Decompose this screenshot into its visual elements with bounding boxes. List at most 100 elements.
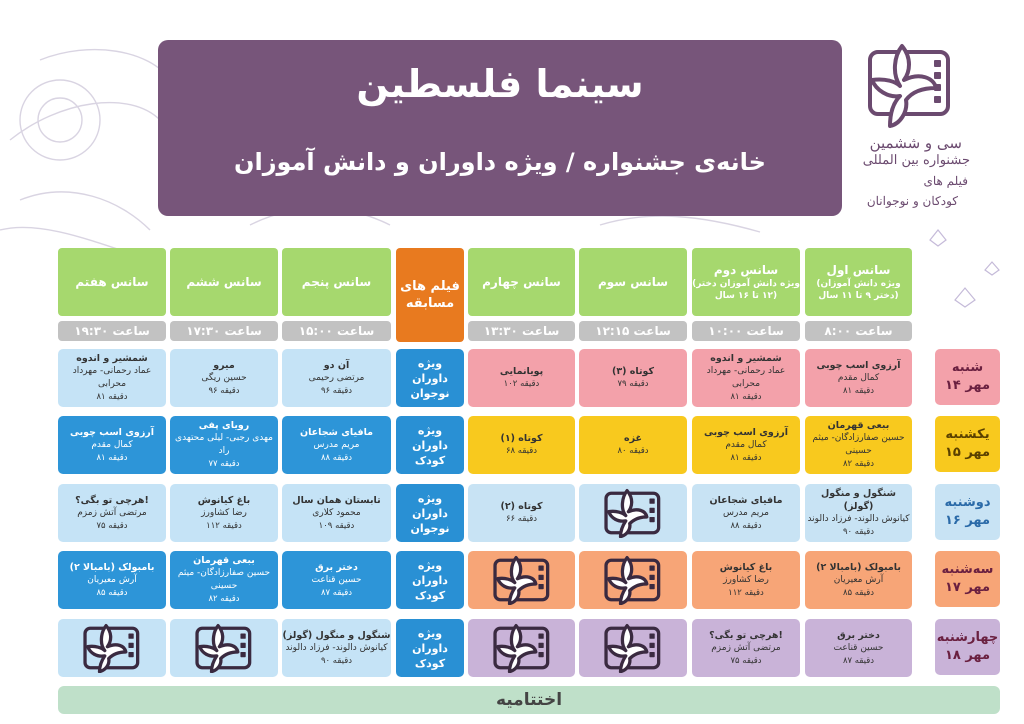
film-director: مریم مدرس [313, 439, 360, 450]
film-cell: آرزوی اسب چوبی کمال مقدم ۸۱ دقیقه [805, 349, 912, 407]
film-cell: پویانمایی ۱۰۲ دقیقه [468, 349, 575, 407]
film-cell: کوتاه (۱) ۶۸ دقیقه [468, 416, 575, 474]
film-title: رویای پفی [198, 420, 250, 431]
film-director: مرتضی رحیمی [308, 372, 365, 383]
film-duration: ۱۰۲ دقیقه [503, 379, 540, 389]
film-title: پویانمایی [499, 366, 544, 377]
film-director: کمال مقدم [837, 372, 880, 383]
film-title: کوتاه (۳) [611, 366, 655, 377]
competition-category: ویژه داوران کودک [396, 551, 464, 609]
film-cell: کوتاه (۲) ۶۶ دقیقه [468, 484, 575, 542]
film-director: کمال مقدم [725, 439, 767, 450]
day-label: شنبه ۱۴ مهر [935, 349, 1000, 405]
film-title: مافیای شجاعان [709, 494, 783, 506]
time-session-2: ساعت ۱۰:۰۰ [692, 321, 800, 341]
film-director: رضا کشاورز [201, 507, 247, 518]
film-title: بامبولک (بامبالا ۲) [69, 561, 155, 573]
film-cell: دختر برق حسین قناعت ۸۷ دقیقه [282, 551, 391, 609]
logo-line-4: کودکان و نوجوانان [866, 194, 958, 208]
film-title: هرچی تو بگی؟! [75, 494, 149, 506]
column-head-session-7: سانس هفتم [58, 248, 166, 316]
film-duration: ۷۵ دقیقه [730, 655, 762, 666]
film-duration: ۱۱۲ دقیقه [728, 587, 764, 598]
film-title: دختر برق [315, 561, 358, 573]
column-head-session-3: سانس سوم [579, 248, 687, 316]
film-duration: ۷۹ دقیقه [617, 379, 649, 389]
time-session-1: ساعت ۸:۰۰ [805, 321, 912, 341]
film-title: شمشیر و اندوه [710, 353, 782, 364]
film-director: رضا کشاورز [723, 574, 769, 585]
empty-slot [468, 619, 575, 677]
film-cell: شمشیر و اندوه عماد رحمانی- مهرداد محرابی ۸… [58, 349, 166, 407]
film-cell: غزه ۸۰ دقیقه [579, 416, 687, 474]
film-director: حسین صفارزادگان- میثم حسینی [177, 568, 271, 591]
film-title: غزه [623, 433, 642, 444]
empty-slot [579, 484, 687, 542]
film-duration: ۸۱ دقیقه [96, 452, 128, 463]
film-flower-icon [868, 44, 950, 128]
film-cell: شنگول و منگول (گولز) کیانوش دالوند- فرزاد… [282, 619, 391, 677]
column-head-session-6: سانس ششم [170, 248, 278, 316]
film-duration: ۷۷ دقیقه [208, 459, 240, 469]
film-cell: مافیای شجاعان مریم مدرس ۸۸ دقیقه [692, 484, 800, 542]
film-cell: شنگول و منگول (گولز) کیانوش دالوند- فرزاد… [805, 484, 912, 542]
film-director: مریم مدرس [722, 507, 770, 518]
film-duration: ۹۰ دقیقه [842, 527, 875, 537]
film-duration: ۸۵ دقیقه [96, 587, 128, 598]
day-label: سه‌شنبه ۱۷ مهر [935, 551, 1000, 607]
film-title: آن دو [323, 359, 350, 371]
logo-line-2: جشنواره بین المللی [862, 153, 970, 168]
film-duration: ۶۸ دقیقه [505, 446, 538, 456]
column-head-session-1: سانس اول (ویژه دانش آموزان دختر ۹ تا ۱۱ س… [805, 248, 912, 316]
film-director: مهدی رجبی- لیلی محتهدی راد [175, 433, 273, 456]
column-head-session-4: سانس چهارم [468, 248, 575, 316]
film-cell: کوتاه (۳) ۷۹ دقیقه [579, 349, 687, 407]
time-session-3: ساعت ۱۲:۱۵ [579, 321, 687, 341]
film-duration: ۷۵ دقیقه [96, 520, 128, 531]
header-banner: سینما فلسطین خانه‌ی جشنواره / ویژه داورا… [158, 40, 842, 216]
column-head-session-5: سانس پنجم [282, 248, 391, 316]
film-title: تابستان همان سال [292, 494, 381, 506]
film-flower-icon [492, 555, 549, 605]
empty-slot [170, 619, 278, 677]
film-director: مرتضی آتش زمزم [77, 507, 147, 518]
film-cell: آرزوی اسب چوبی کمال مقدم ۸۱ دقیقه [692, 416, 800, 474]
empty-slot [468, 551, 575, 609]
film-cell: بامبولک (بامبالا ۲) آرش معیریان ۸۵ دقیقه [805, 551, 912, 609]
film-duration: ۱۱۲ دقیقه [206, 520, 242, 531]
film-title: آرزوی اسب چوبی [69, 426, 155, 438]
empty-slot [58, 619, 166, 677]
day-label: یکشنبه ۱۵ مهر [935, 416, 1000, 472]
competition-category: ویژه داوران کودک [396, 619, 464, 677]
time-session-4: ساعت ۱۳:۳۰ [468, 321, 575, 341]
time-session-5: ساعت ۱۵:۰۰ [282, 321, 391, 341]
film-cell: آرزوی اسب چوبی کمال مقدم ۸۱ دقیقه [58, 416, 166, 474]
competition-category: ویژه داوران نوجوان [396, 484, 464, 542]
film-cell: باغ کیانوش رضا کشاورز ۱۱۲ دقیقه [692, 551, 800, 609]
film-duration: ۸۷ دقیقه [320, 587, 353, 598]
logo-line-3: فیلم های [923, 174, 968, 188]
film-cell: باغ کیانوش رضا کشاورز ۱۱۲ دقیقه [170, 484, 278, 542]
film-title: ببعی قهرمان [193, 555, 255, 566]
film-director: مرتضی آتش زمزم [711, 642, 781, 653]
film-title: بامبولک (بامبالا ۲) [816, 561, 901, 573]
competition-category: ویژه داوران کودک [396, 416, 464, 474]
film-cell: تابستان همان سال محمود کلاری ۱۰۹ دقیقه [282, 484, 391, 542]
film-duration: ۸۲ دقیقه [208, 594, 240, 604]
film-title: شنگول و منگول (گولز) [282, 629, 391, 641]
film-duration: ۸۵ دقیقه [842, 587, 875, 598]
film-title: آرزوی اسب چوبی [703, 426, 789, 438]
film-cell: رویای پفی مهدی رجبی- لیلی محتهدی راد ۷۷ دق… [170, 416, 278, 474]
column-head-competition: فیلم های مسابقه [396, 248, 464, 342]
film-cell: شمشیر و اندوه عماد رحمانی- مهرداد محرابی ۸… [692, 349, 800, 407]
film-duration: ۸۱ دقیقه [842, 385, 875, 396]
film-director: آرش معیریان [87, 574, 137, 585]
competition-category: ویژه داوران نوجوان [396, 349, 464, 407]
film-title: باغ کیانوش [197, 494, 251, 506]
closing-ceremony: اختتامیه [58, 686, 1000, 714]
film-title: آرزوی اسب چوبی [816, 359, 901, 371]
logo-line-1: سی و ششمین [869, 134, 962, 152]
film-flower-icon [83, 623, 140, 673]
film-duration: ۸۱ دقیقه [730, 452, 762, 463]
film-title: کوتاه (۲) [500, 501, 543, 512]
